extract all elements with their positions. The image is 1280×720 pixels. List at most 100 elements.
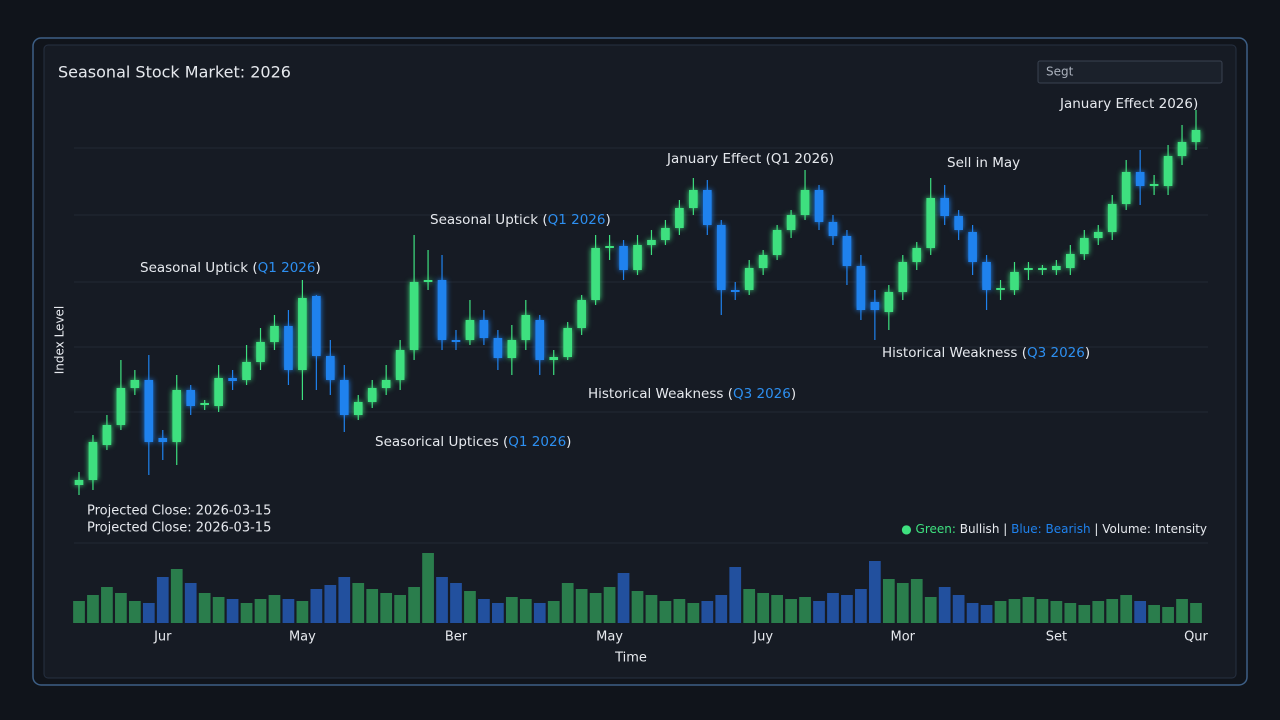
annotation-part: January Effect (Q1 2026) [666,151,834,167]
volume-bar [1134,601,1147,623]
candle-body [339,380,349,415]
volume-bar [282,599,295,623]
candle-body [982,262,991,290]
volume-bar [408,587,420,623]
title: Seasonal Stock Market: 2026 [58,63,291,82]
candle-body [451,340,461,342]
candle-body [144,380,154,442]
outer-frame [32,37,1248,686]
candle-body [870,302,880,310]
candle-body [395,350,405,380]
volume-bar [1190,603,1202,623]
candle-body [493,338,503,358]
grid [74,147,1208,544]
candle-body [256,342,265,362]
annotation: Seasonal Uptick (Q1 2026) [140,260,321,276]
candle-body [521,315,531,340]
candle-body [298,298,307,370]
volume-bar [1008,599,1021,623]
candle-body [409,282,419,350]
candle-body [381,380,391,388]
candle-body [1079,238,1089,254]
annotation-part: Seasonal Uptick ( [430,212,548,228]
annotation: January Effect (Q1 2026) [666,151,834,167]
annotation-part: ) [1085,345,1090,361]
candle-body [842,236,852,266]
candle-body [88,442,98,480]
candle-body [325,356,335,380]
x-tick-label: Set [1046,630,1067,645]
candle-body [772,230,782,255]
legend-part: Bullish | [956,522,1011,536]
volume-bar [561,583,574,623]
volume-bar [1176,599,1188,623]
volume-bar [771,595,783,623]
candle-body [367,388,377,402]
candle-body [1135,172,1145,186]
candle-body [1177,142,1187,156]
candle-body [535,320,545,360]
legend: ● Green: Bullish | Blue: Bearish | Volum… [901,522,1207,536]
volume-bar [1036,599,1049,623]
candle-body [130,380,140,388]
annotation-part: ) [605,212,610,228]
candle-body [214,378,223,406]
x-tick-label: Ber [445,630,468,645]
candle-body [1191,130,1201,142]
candle-body [605,246,614,248]
volume-bar [603,587,616,623]
candle-body [940,198,950,216]
candle-body [1149,184,1159,186]
volume-bar [855,589,867,623]
volume-bar [492,603,504,623]
volume-bar [505,597,518,623]
candle-body [996,288,1005,290]
annotation-part: Q1 2026 [548,212,606,228]
annotation: Seasorical Uptices (Q1 2026) [375,434,571,450]
volume-bar [1106,599,1119,623]
volume-bar [450,583,462,623]
volume-bar [785,599,797,623]
volume-bar [743,589,756,623]
candle-body [744,268,754,290]
volume-bar [813,601,825,623]
candle-body [507,340,517,358]
candle-body [912,248,922,262]
candle-body [563,328,573,357]
x-tick-label: May [289,630,316,645]
candle-body [200,403,209,405]
annotation: Seasonal Uptick (Q1 2026) [430,212,611,228]
candle-body [689,190,698,208]
volume-bar [1078,605,1091,623]
candle-body [675,208,684,228]
volume-bar [827,593,839,623]
volume-bar [338,577,351,623]
candle-body [591,248,600,300]
candle-body [158,438,168,442]
candle-body [465,320,475,340]
candle-body [926,198,936,248]
panel [43,44,1237,679]
candle-body [716,225,726,290]
volume-bar [966,603,979,623]
volume-bar [422,553,434,623]
candle-body [228,378,237,381]
volume-bar [589,593,602,623]
volume-bar [729,567,742,623]
volume-bar [659,601,672,623]
volume-bar [1148,605,1160,623]
annotation: Sell in May [947,155,1020,171]
search-box[interactable] [1037,60,1223,84]
projection-note: Projected Close: 2026-03-15 [87,521,271,536]
candle-body [856,266,866,310]
volume-bar [310,589,323,623]
volume-bar [436,577,448,623]
candle-body [1163,156,1173,186]
candle-body [828,222,838,236]
x-tick-label: May [596,630,623,645]
candle-body [730,290,740,292]
volume-bar [170,569,183,623]
candle-body [284,326,293,370]
x-tick-label: Juy [752,630,773,645]
